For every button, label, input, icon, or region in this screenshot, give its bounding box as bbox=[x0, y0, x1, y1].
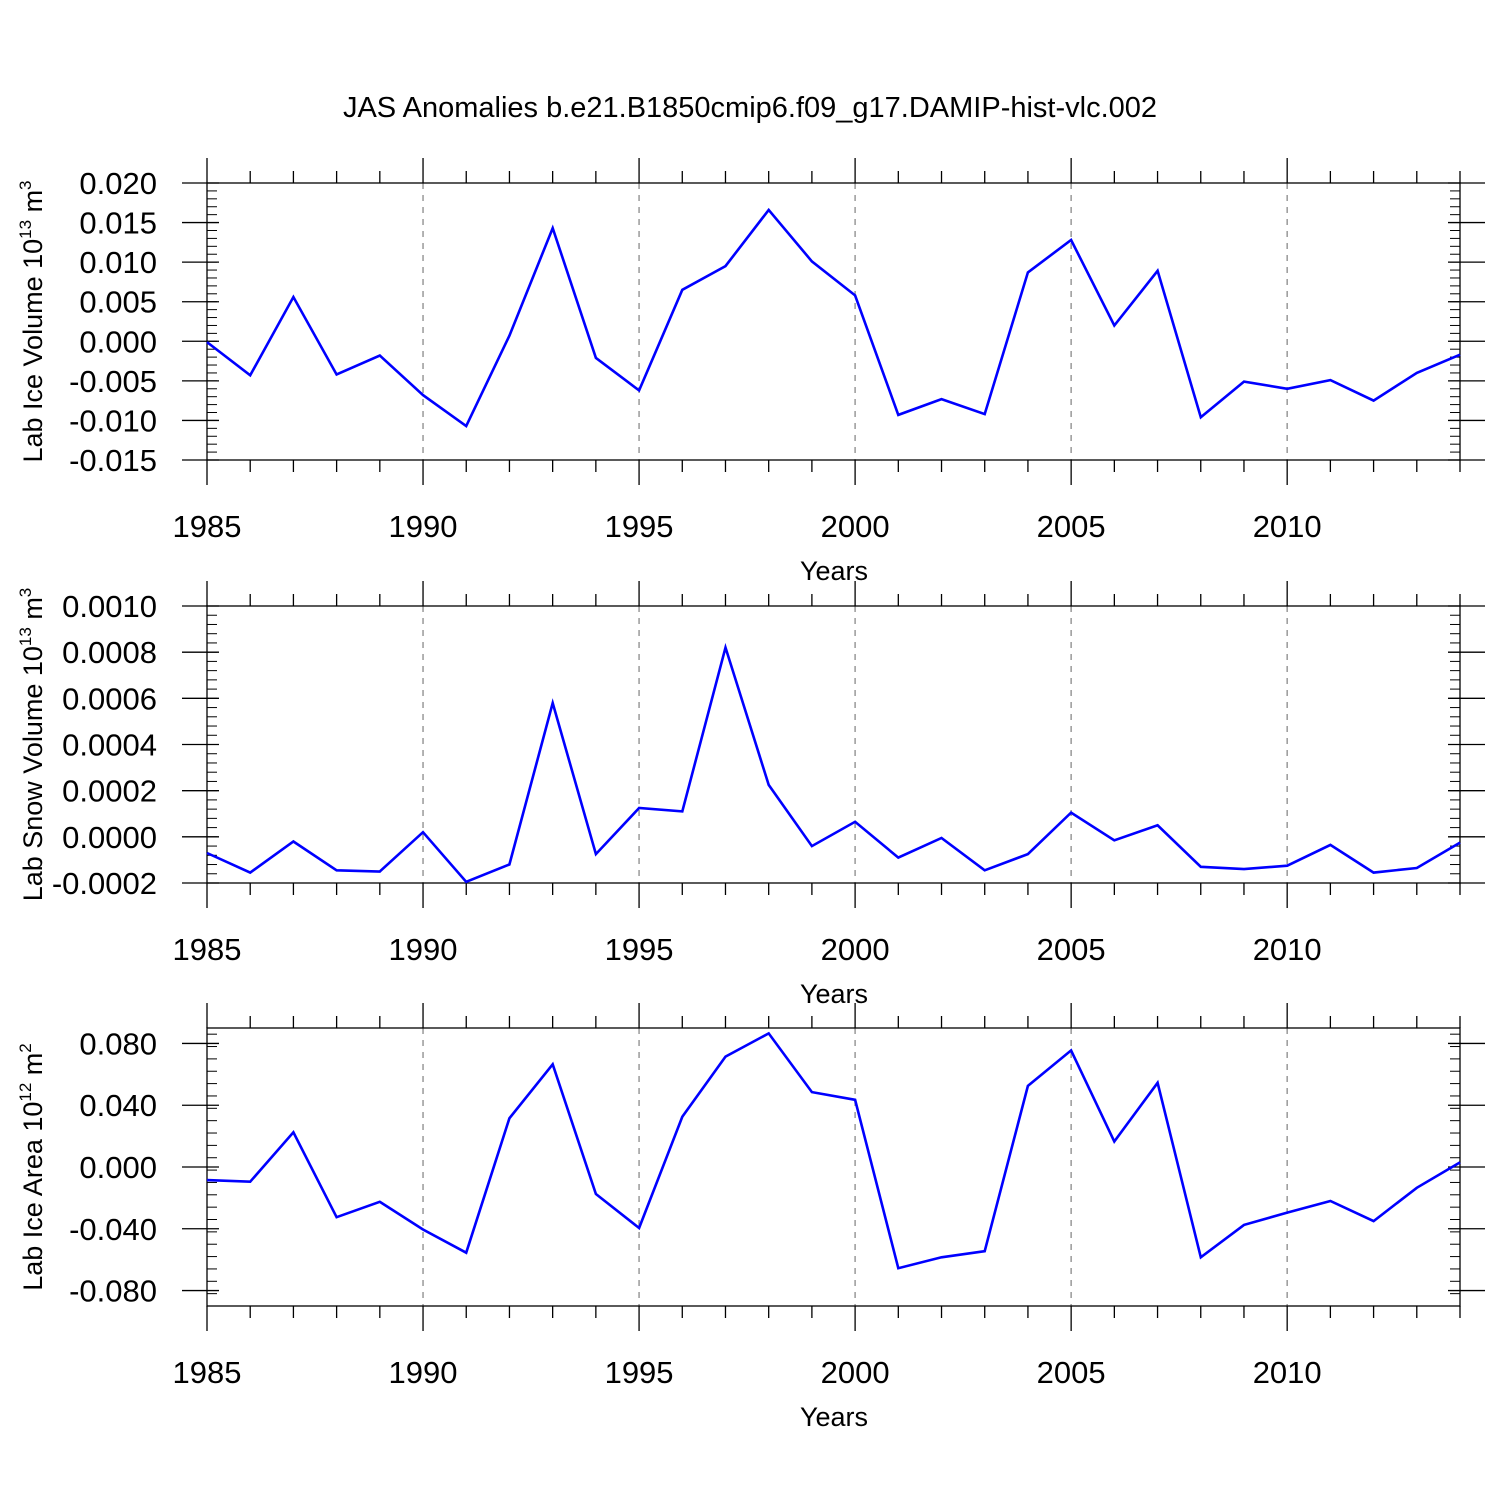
series-line bbox=[206, 1031, 1461, 1270]
y-tick-label: -0.005 bbox=[69, 364, 157, 399]
y-axis-label: Lab Snow Volume 1013 m3 bbox=[16, 588, 48, 902]
y-tick-label: -0.010 bbox=[69, 403, 157, 438]
x-tick-label: 2000 bbox=[821, 932, 890, 967]
x-tick-label: 1990 bbox=[389, 932, 458, 967]
y-tick-label: 0.0006 bbox=[62, 681, 157, 716]
plot-frame bbox=[206, 182, 1461, 461]
y-axis-label: Lab Ice Area 1012 m2 bbox=[16, 1043, 48, 1291]
y-tick-label: 0.015 bbox=[79, 206, 157, 241]
x-tick-label: 2010 bbox=[1253, 509, 1322, 544]
panel-3: -0.080 -0.040 0.000 0.040 0.080 1985 1990 1995 2… bbox=[16, 1003, 1485, 1432]
y-tick-label: 0.080 bbox=[79, 1026, 157, 1061]
y-axis-label: Lab Ice Volume 1013 m3 bbox=[16, 180, 48, 462]
y-tick-label: -0.015 bbox=[69, 443, 157, 478]
y-tick-label: 0.005 bbox=[79, 285, 157, 320]
y-tick-label: -0.040 bbox=[69, 1212, 157, 1247]
y-tick-label: 0.0000 bbox=[62, 820, 157, 855]
y-tick-label: 0.0002 bbox=[62, 774, 157, 809]
plot-frame bbox=[206, 1027, 1461, 1307]
plot-frame bbox=[206, 605, 1461, 884]
series-line bbox=[206, 642, 1461, 884]
x-tick-label: 2000 bbox=[821, 1355, 890, 1390]
y-tick-label: 0.000 bbox=[79, 1150, 157, 1185]
x-tick-label: 2005 bbox=[1037, 932, 1106, 967]
x-tick-label: 1985 bbox=[173, 1355, 242, 1390]
y-tick-label: -0.0002 bbox=[52, 866, 157, 901]
panel-1: -0.015 -0.010 -0.005 0.000 0.005 0.010 0.015 0.… bbox=[16, 158, 1485, 586]
x-axis-label: Years bbox=[800, 1402, 868, 1432]
series-line bbox=[206, 207, 1461, 428]
chart-title: JAS Anomalies b.e21.B1850cmip6.f09_g17.D… bbox=[342, 92, 1158, 124]
y-tick-label: -0.080 bbox=[69, 1274, 157, 1309]
y-tick-label: 0.000 bbox=[79, 324, 157, 359]
x-tick-label: 2000 bbox=[821, 509, 890, 544]
x-tick-label: 1995 bbox=[605, 1355, 674, 1390]
x-tick-label: 2005 bbox=[1037, 1355, 1106, 1390]
x-tick-label: 1990 bbox=[389, 1355, 458, 1390]
y-tick-label: 0.0008 bbox=[62, 635, 157, 670]
x-tick-label: 2010 bbox=[1253, 932, 1322, 967]
y-tick-label: 0.010 bbox=[79, 245, 157, 280]
x-tick-label: 2005 bbox=[1037, 509, 1106, 544]
y-tick-label: 0.020 bbox=[79, 166, 157, 201]
x-tick-label: 1995 bbox=[605, 932, 674, 967]
y-tick-label: 0.0010 bbox=[62, 589, 157, 624]
x-tick-label: 2010 bbox=[1253, 1355, 1322, 1390]
x-tick-label: 1995 bbox=[605, 509, 674, 544]
x-axis-label: Years bbox=[800, 556, 868, 586]
y-tick-label: 0.040 bbox=[79, 1088, 157, 1123]
x-tick-label: 1985 bbox=[173, 509, 242, 544]
y-tick-label: 0.0004 bbox=[62, 728, 157, 763]
x-axis-label: Years bbox=[800, 979, 868, 1009]
panel-2: -0.0002 0.0000 0.0002 0.0004 0.0006 0.0008 0.0… bbox=[16, 581, 1485, 1009]
x-tick-label: 1990 bbox=[389, 509, 458, 544]
x-tick-label: 1985 bbox=[173, 932, 242, 967]
